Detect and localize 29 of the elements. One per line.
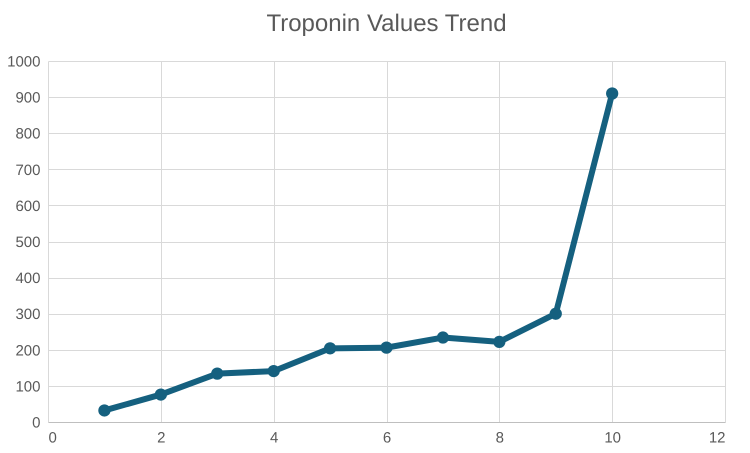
x-tick-label: 6 bbox=[382, 430, 392, 446]
point bbox=[550, 308, 562, 320]
x-tick-label: 4 bbox=[270, 430, 278, 446]
y-tick-label: 800 bbox=[15, 126, 40, 143]
y-tick-label: 400 bbox=[15, 270, 40, 288]
y-tick-label: 700 bbox=[15, 162, 40, 179]
x-tick-label: 2 bbox=[157, 430, 166, 446]
y-tick-label: 300 bbox=[15, 306, 40, 324]
y-tick-label: 1000 bbox=[7, 54, 40, 70]
point bbox=[268, 364, 280, 378]
y-tick-label: 600 bbox=[15, 198, 40, 215]
y-tick-label: 100 bbox=[15, 378, 40, 396]
chart-title: Troponin Values Trend bbox=[266, 10, 507, 37]
point bbox=[436, 331, 450, 344]
y-tick-label: 500 bbox=[15, 234, 40, 251]
point bbox=[324, 342, 336, 354]
y-tick-label: 0 bbox=[32, 414, 40, 432]
y-tick-label: 200 bbox=[15, 342, 40, 360]
x-tick-label: 0 bbox=[48, 430, 57, 446]
point bbox=[154, 388, 167, 401]
point bbox=[211, 368, 224, 380]
point bbox=[606, 87, 618, 100]
point bbox=[493, 336, 506, 348]
point bbox=[98, 404, 111, 417]
x-tick-label: 12 bbox=[708, 430, 726, 446]
x-tick-label: 10 bbox=[604, 430, 622, 446]
point bbox=[380, 342, 393, 354]
y-tick-label: 900 bbox=[15, 90, 40, 107]
x-tick-label: 8 bbox=[496, 430, 504, 446]
